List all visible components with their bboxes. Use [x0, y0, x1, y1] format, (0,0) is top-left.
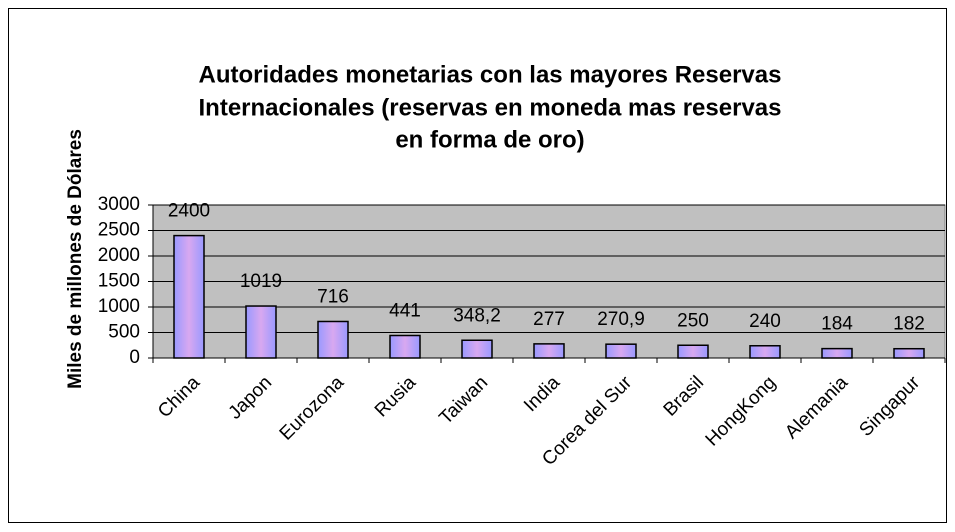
chart-title: Internacionales (reservas en moneda mas …: [199, 94, 782, 121]
bar: [821, 347, 853, 359]
data-label: 250: [677, 310, 709, 331]
chart-title: en forma de oro): [395, 126, 584, 153]
bar: [317, 320, 349, 359]
bar: [389, 334, 421, 359]
y-tick-label: 2500: [98, 220, 140, 241]
bar: [605, 343, 637, 359]
y-tick-label: 1500: [98, 271, 140, 292]
data-label: 277: [533, 309, 565, 330]
y-tick-label: 2000: [98, 245, 140, 266]
data-label: 2400: [168, 201, 210, 222]
y-tick-label: 500: [108, 322, 140, 343]
bar: [749, 345, 781, 359]
bar: [461, 339, 493, 359]
data-label: 716: [317, 286, 349, 307]
data-label: 182: [893, 314, 925, 335]
bar: [533, 343, 565, 359]
bar: [677, 344, 709, 359]
data-label: 441: [389, 301, 421, 322]
bar: [173, 234, 205, 359]
chart-title: Autoridades monetarias con las mayores R…: [199, 61, 782, 88]
y-tick-label: 1000: [98, 296, 140, 317]
y-axis-label: Miles de millones de Dólares: [65, 129, 86, 389]
data-label: 270,9: [597, 309, 645, 330]
bar: [245, 305, 277, 359]
data-label: 1019: [240, 271, 282, 292]
data-label: 348,2: [453, 305, 501, 326]
y-tick-label: 0: [129, 347, 140, 368]
y-tick-label: 3000: [98, 194, 140, 215]
data-label: 184: [821, 314, 853, 335]
data-label: 240: [749, 311, 781, 332]
bar: [893, 347, 925, 359]
